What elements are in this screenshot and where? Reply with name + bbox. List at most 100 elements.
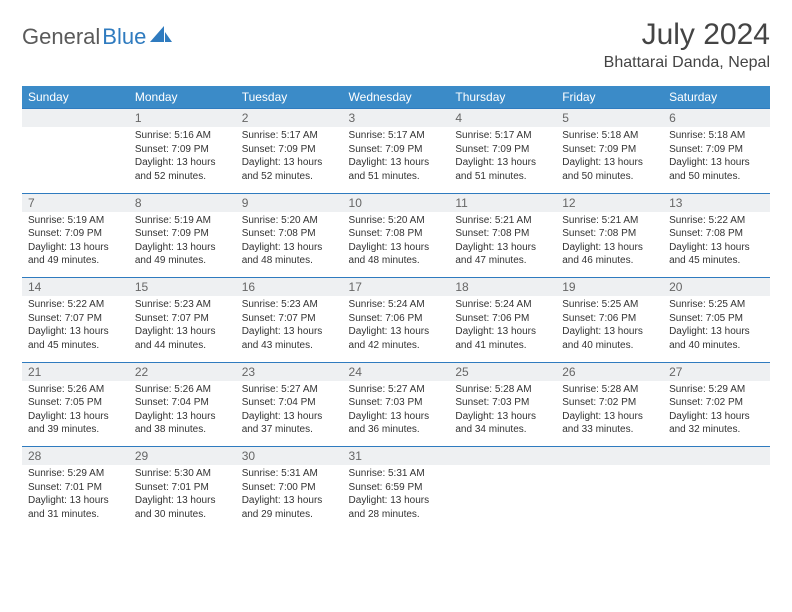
day-number: 13: [663, 193, 770, 212]
day-line: Sunrise: 5:17 AM: [349, 129, 444, 143]
day-line: Sunset: 7:09 PM: [455, 143, 550, 157]
day-line: Sunset: 7:09 PM: [28, 227, 123, 241]
day-cell: Sunrise: 5:18 AMSunset: 7:09 PMDaylight:…: [556, 127, 663, 193]
day-line: Daylight: 13 hours and 33 minutes.: [562, 410, 657, 437]
day-line: Daylight: 13 hours and 28 minutes.: [349, 494, 444, 521]
content-row: Sunrise: 5:22 AMSunset: 7:07 PMDaylight:…: [22, 296, 770, 362]
day-line: Sunrise: 5:25 AM: [669, 298, 764, 312]
day-number: 8: [129, 193, 236, 212]
day-line: Sunset: 7:09 PM: [349, 143, 444, 157]
brand-part2: Blue: [102, 24, 146, 50]
day-line: Daylight: 13 hours and 50 minutes.: [562, 156, 657, 183]
day-line: Sunset: 7:09 PM: [669, 143, 764, 157]
day-number: [449, 447, 556, 466]
weekday-header: Friday: [556, 86, 663, 109]
day-cell: Sunrise: 5:17 AMSunset: 7:09 PMDaylight:…: [236, 127, 343, 193]
day-line: Daylight: 13 hours and 34 minutes.: [455, 410, 550, 437]
day-line: Sunset: 7:04 PM: [242, 396, 337, 410]
day-line: Daylight: 13 hours and 50 minutes.: [669, 156, 764, 183]
day-cell: Sunrise: 5:31 AMSunset: 6:59 PMDaylight:…: [343, 465, 450, 531]
day-number: 1: [129, 109, 236, 128]
day-line: Sunset: 7:09 PM: [135, 227, 230, 241]
day-line: Sunrise: 5:26 AM: [135, 383, 230, 397]
day-number: 20: [663, 278, 770, 297]
day-line: Sunset: 7:05 PM: [669, 312, 764, 326]
day-number: 17: [343, 278, 450, 297]
day-cell: Sunrise: 5:28 AMSunset: 7:02 PMDaylight:…: [556, 381, 663, 447]
day-line: Sunrise: 5:20 AM: [349, 214, 444, 228]
day-line: Daylight: 13 hours and 49 minutes.: [135, 241, 230, 268]
day-number: 21: [22, 362, 129, 381]
weekday-header: Monday: [129, 86, 236, 109]
day-number: 4: [449, 109, 556, 128]
day-line: Sunrise: 5:20 AM: [242, 214, 337, 228]
day-cell: [449, 465, 556, 531]
content-row: Sunrise: 5:29 AMSunset: 7:01 PMDaylight:…: [22, 465, 770, 531]
day-line: Daylight: 13 hours and 42 minutes.: [349, 325, 444, 352]
day-cell: Sunrise: 5:21 AMSunset: 7:08 PMDaylight:…: [449, 212, 556, 278]
day-cell: Sunrise: 5:23 AMSunset: 7:07 PMDaylight:…: [129, 296, 236, 362]
day-line: Sunset: 7:01 PM: [28, 481, 123, 495]
day-line: Sunrise: 5:31 AM: [349, 467, 444, 481]
day-line: Sunset: 6:59 PM: [349, 481, 444, 495]
weekday-header: Tuesday: [236, 86, 343, 109]
day-line: Sunset: 7:06 PM: [562, 312, 657, 326]
day-number: 3: [343, 109, 450, 128]
day-cell: [556, 465, 663, 531]
day-line: Daylight: 13 hours and 52 minutes.: [242, 156, 337, 183]
day-number: 12: [556, 193, 663, 212]
sail-icon: [150, 26, 172, 44]
day-line: Daylight: 13 hours and 29 minutes.: [242, 494, 337, 521]
day-line: Sunrise: 5:22 AM: [28, 298, 123, 312]
day-number: 27: [663, 362, 770, 381]
location-label: Bhattarai Danda, Nepal: [604, 54, 770, 72]
day-number: 9: [236, 193, 343, 212]
day-cell: Sunrise: 5:26 AMSunset: 7:04 PMDaylight:…: [129, 381, 236, 447]
day-line: Sunrise: 5:30 AM: [135, 467, 230, 481]
day-line: Sunrise: 5:23 AM: [242, 298, 337, 312]
day-number: 25: [449, 362, 556, 381]
day-number: 26: [556, 362, 663, 381]
day-cell: Sunrise: 5:17 AMSunset: 7:09 PMDaylight:…: [343, 127, 450, 193]
day-number: 5: [556, 109, 663, 128]
day-number: 22: [129, 362, 236, 381]
day-cell: Sunrise: 5:26 AMSunset: 7:05 PMDaylight:…: [22, 381, 129, 447]
day-line: Sunrise: 5:17 AM: [242, 129, 337, 143]
weekday-header: Sunday: [22, 86, 129, 109]
day-number: [556, 447, 663, 466]
day-line: Daylight: 13 hours and 49 minutes.: [28, 241, 123, 268]
day-number: 14: [22, 278, 129, 297]
day-line: Daylight: 13 hours and 43 minutes.: [242, 325, 337, 352]
day-line: Sunrise: 5:16 AM: [135, 129, 230, 143]
daynum-row: 28293031: [22, 447, 770, 466]
day-line: Sunset: 7:08 PM: [455, 227, 550, 241]
weekday-header-row: SundayMondayTuesdayWednesdayThursdayFrid…: [22, 86, 770, 109]
day-line: Sunrise: 5:28 AM: [562, 383, 657, 397]
day-line: Sunrise: 5:18 AM: [562, 129, 657, 143]
day-line: Daylight: 13 hours and 40 minutes.: [669, 325, 764, 352]
day-line: Sunrise: 5:24 AM: [455, 298, 550, 312]
day-cell: Sunrise: 5:29 AMSunset: 7:02 PMDaylight:…: [663, 381, 770, 447]
day-line: Sunrise: 5:19 AM: [28, 214, 123, 228]
day-line: Daylight: 13 hours and 40 minutes.: [562, 325, 657, 352]
day-cell: Sunrise: 5:24 AMSunset: 7:06 PMDaylight:…: [449, 296, 556, 362]
day-cell: Sunrise: 5:29 AMSunset: 7:01 PMDaylight:…: [22, 465, 129, 531]
day-cell: [22, 127, 129, 193]
calendar-table: SundayMondayTuesdayWednesdayThursdayFrid…: [22, 86, 770, 531]
day-cell: Sunrise: 5:22 AMSunset: 7:07 PMDaylight:…: [22, 296, 129, 362]
page-header: GeneralBlue July 2024 Bhattarai Danda, N…: [22, 18, 770, 72]
day-line: Sunset: 7:02 PM: [669, 396, 764, 410]
day-line: Daylight: 13 hours and 30 minutes.: [135, 494, 230, 521]
day-line: Sunrise: 5:19 AM: [135, 214, 230, 228]
day-line: Sunset: 7:03 PM: [455, 396, 550, 410]
day-line: Sunset: 7:03 PM: [349, 396, 444, 410]
day-line: Sunset: 7:04 PM: [135, 396, 230, 410]
weekday-header: Saturday: [663, 86, 770, 109]
day-line: Sunrise: 5:24 AM: [349, 298, 444, 312]
day-number: 19: [556, 278, 663, 297]
day-line: Sunrise: 5:18 AM: [669, 129, 764, 143]
day-line: Sunrise: 5:27 AM: [242, 383, 337, 397]
day-number: 6: [663, 109, 770, 128]
day-cell: Sunrise: 5:19 AMSunset: 7:09 PMDaylight:…: [129, 212, 236, 278]
day-line: Sunset: 7:06 PM: [455, 312, 550, 326]
